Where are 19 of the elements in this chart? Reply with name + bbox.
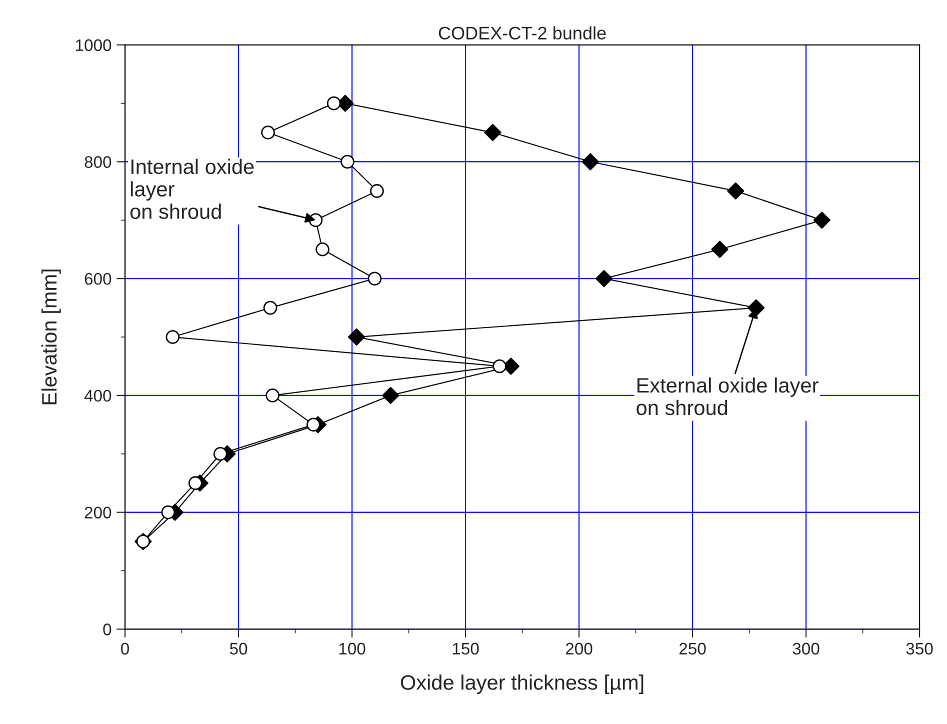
x-tick-label: 50 xyxy=(230,642,248,655)
y-tick-label: 400 xyxy=(84,390,112,402)
annotation: External oxide layer on shroud xyxy=(636,377,818,416)
x-axis-title: Oxide layer thickness [µm] xyxy=(400,674,644,694)
x-tick-label: 350 xyxy=(906,642,933,655)
y-tick-label: 0 xyxy=(103,624,112,636)
x-tick-label: 250 xyxy=(679,642,706,655)
y-tick-label: 600 xyxy=(84,272,112,285)
x-tick-label: 200 xyxy=(566,642,592,655)
annotation: Internal oxide layer on shroud xyxy=(130,158,254,219)
chart-title: CODEX-CT-2 bundle xyxy=(438,26,606,40)
y-tick-label: 800 xyxy=(84,156,112,168)
x-tick-label: 0 xyxy=(121,642,129,655)
y-tick-label: 200 xyxy=(84,506,112,519)
y-tick-label: 1000 xyxy=(76,39,112,52)
x-tick-label: 300 xyxy=(792,642,820,655)
x-tick-label: 100 xyxy=(339,642,366,655)
y-axis-title: Elevation [mm] xyxy=(41,270,61,404)
x-tick-label: 150 xyxy=(452,642,479,655)
